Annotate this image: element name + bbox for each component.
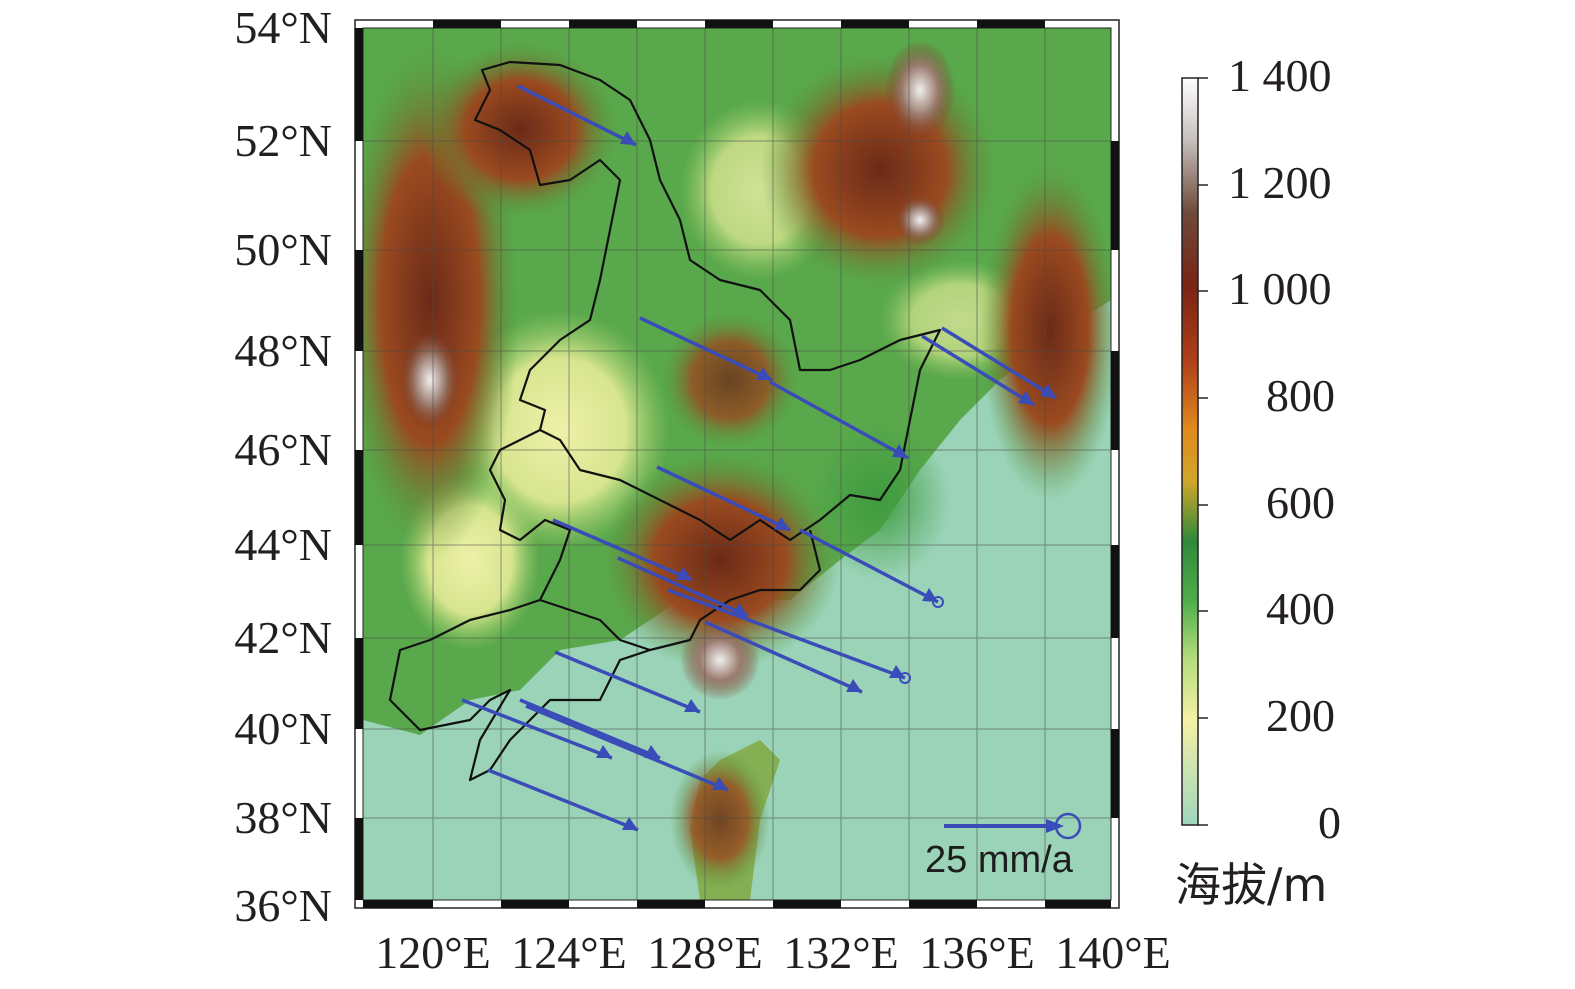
elevation-map [363,28,1111,900]
vector-arrowhead [892,444,908,458]
northern-mountains [420,40,620,220]
colorbar-label: 1 200 [1228,157,1332,208]
lon-label: 136°E [919,927,1035,978]
lat-label: 44°N [234,519,332,570]
velocity-vector [704,620,863,694]
vector-arrowhead [756,367,772,380]
colorbar-label: 800 [1266,370,1335,421]
peak-area [885,40,955,140]
vector-arrowhead [684,699,700,712]
error-ellipse [899,672,911,684]
frame-ticks-bottom [363,900,1111,908]
map-frame [354,19,1120,909]
lat-label: 50°N [234,224,332,275]
korea-mountains [670,750,770,890]
colorbar-label: 0 [1318,797,1341,848]
lat-label: 48°N [234,325,332,376]
scale-error-circle [1054,812,1082,840]
vector-arrowhead [732,603,748,616]
vector-arrowhead [712,777,728,790]
peak-area [400,330,460,430]
velocity-vector [921,334,1035,407]
lon-label: 140°E [1055,927,1171,978]
lat-label: 52°N [234,115,332,166]
vector-arrowhead [774,517,790,530]
velocity-vector [487,768,639,832]
lon-label: 124°E [511,927,627,978]
velocity-vector [525,704,729,792]
jilin-border [488,429,822,652]
sikhote-alin [980,160,1111,500]
velocity-vector [769,380,909,460]
lat-label: 40°N [234,703,332,754]
frame-ticks-right [1111,141,1119,818]
changbai-mountains [600,450,840,670]
velocity-vector [639,316,773,382]
colorbar-label: 1 000 [1228,263,1332,314]
lat-label: 36°N [234,880,332,931]
lat-label: 54°N [234,2,332,53]
colorbar-ticks [1198,77,1208,826]
error-ellipse [932,596,944,608]
velocity-vector [517,84,637,147]
vector-arrowhead [676,567,692,580]
scale-vector-label: 25 mm/a [925,839,1073,881]
velocity-vector [461,698,613,760]
vector-arrowhead [622,817,638,830]
velocity-vector [941,326,1057,400]
velocity-vector [554,650,701,714]
velocity-vector [667,588,906,680]
colorbar-label: 400 [1266,583,1335,634]
colorbar-label: 1 400 [1228,50,1332,101]
lesser-khingan-range [660,310,800,450]
lon-label: 132°E [783,927,899,978]
vector-arrowhead [1040,384,1056,398]
liaoning-border [388,598,651,782]
scale-vector [944,812,1082,840]
vector-arrowhead [596,745,612,758]
vector-arrowhead [620,131,636,145]
vector-arrowhead [846,679,862,692]
peak-area [680,620,760,700]
velocity-vector [552,518,693,582]
frame-ticks-left [355,28,363,900]
colorbar-unit-label: 海拔/m [1175,858,1328,912]
bureya-mountains [760,50,1000,290]
frame-ticks-top [433,20,1045,28]
vector-arrowhead [1018,391,1034,405]
colorbar-ramp [1181,77,1199,826]
peak-area [895,195,945,245]
velocity-vector [617,556,749,618]
lon-label: 120°E [375,927,491,978]
velocity-vector [799,528,939,604]
colorbar-label: 200 [1266,690,1335,741]
colorbar [1181,77,1208,826]
gnss-velocity-vectors [461,84,1057,832]
velocity-vector [656,465,791,532]
lat-label: 46°N [234,424,332,475]
graticule [363,28,1111,900]
lat-label: 42°N [234,612,332,663]
vector-arrowhead [644,745,660,758]
velocity-vector [519,698,661,760]
lon-label: 128°E [647,927,763,978]
lat-label: 38°N [234,792,332,843]
colorbar-label: 600 [1266,477,1335,528]
